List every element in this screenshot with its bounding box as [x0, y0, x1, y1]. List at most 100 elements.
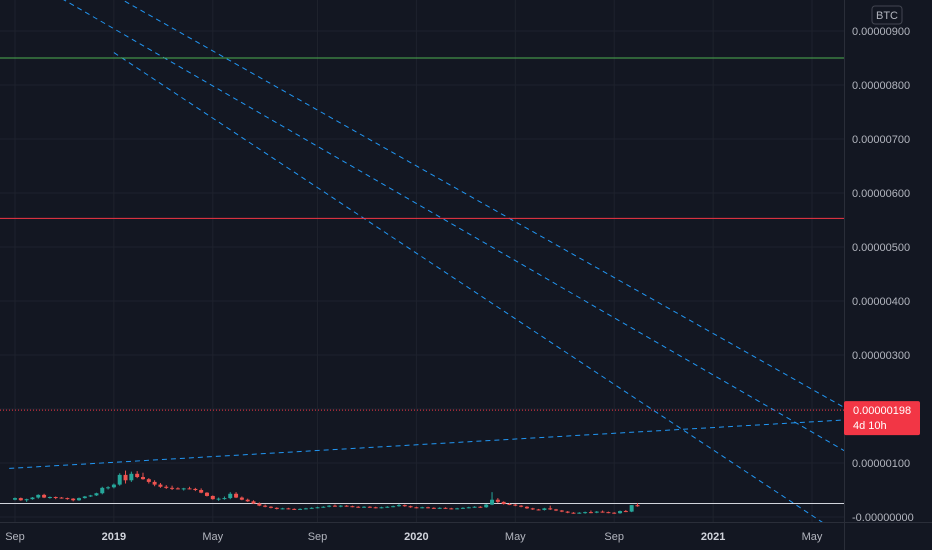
candle-body [356, 506, 361, 508]
candle-body [431, 507, 436, 509]
candle-body [623, 511, 628, 513]
candle-body [303, 508, 308, 510]
candle-body [449, 508, 454, 510]
y-tick-label: 0.00000500 [852, 242, 910, 254]
horizontal-levels [0, 57, 844, 504]
candle-body [490, 499, 495, 505]
trendlines [9, 0, 844, 522]
candle-body [391, 506, 396, 508]
trendline [113, 52, 823, 522]
candle-body [135, 473, 140, 478]
candle-body [367, 506, 372, 508]
x-tick-label: Sep [604, 531, 624, 543]
candle-body [193, 488, 198, 490]
candle-body [309, 507, 314, 509]
candle-body [524, 506, 529, 509]
candle-body [443, 507, 448, 509]
y-tick-label: 0.00000300 [852, 350, 910, 362]
candle-body [18, 498, 23, 501]
candle-body [111, 484, 116, 488]
candle-body [362, 506, 367, 508]
x-tick-label: May [202, 531, 223, 543]
candle-body [239, 497, 244, 500]
y-tick-label: 0.00000800 [852, 80, 910, 92]
unit-label: BTC [876, 10, 898, 22]
y-tick-label: 0.00000400 [852, 296, 910, 308]
candle-body [30, 497, 35, 500]
candle-body [216, 498, 221, 500]
candle-body [315, 507, 320, 509]
candle-body [152, 481, 157, 485]
candle-body [100, 487, 105, 494]
candle-body [251, 501, 256, 504]
candle-body [373, 507, 378, 509]
candle-body [140, 477, 145, 480]
candle-body [548, 508, 553, 510]
candle-body [65, 498, 70, 500]
candle-body [146, 479, 151, 482]
candle-body [117, 474, 122, 485]
current-price-label: 0.00000198 [853, 405, 911, 417]
candle-body [71, 498, 76, 501]
price-badge: 0.00000198 4d 10h [844, 401, 920, 436]
trendline [9, 419, 844, 469]
candle-body [565, 511, 570, 513]
candle-body [263, 505, 268, 507]
candle-body [129, 473, 134, 481]
x-axis: Sep 2019 May Sep 2020 May Sep 2021 May [0, 522, 932, 543]
candle-body [396, 505, 401, 507]
grid [0, 0, 844, 522]
candle-body [298, 508, 303, 510]
trendline [121, 0, 844, 408]
x-tick-label: Sep [5, 531, 25, 543]
candle-body [76, 498, 81, 501]
x-tick-label: 2019 [102, 531, 126, 543]
candle-body [542, 508, 547, 510]
trendline [63, 0, 844, 452]
candle-body [292, 508, 297, 510]
candle-body [181, 488, 186, 490]
candle-body [519, 505, 524, 507]
candle-body [36, 494, 41, 498]
candle-body [420, 507, 425, 509]
candle-body [187, 488, 192, 490]
x-tick-label: Sep [308, 531, 328, 543]
y-tick-label: 0.00000900 [852, 26, 910, 38]
candle-body [199, 490, 204, 493]
x-tick-label: 2020 [404, 531, 428, 543]
candle-body [350, 506, 355, 508]
x-tick-label: May [802, 531, 823, 543]
candles [13, 470, 640, 514]
candle-body [635, 505, 640, 507]
price-badge-box [844, 401, 920, 436]
x-tick-label: May [505, 531, 526, 543]
y-axis: -0.000000000.000001000.000002000.0000030… [844, 0, 914, 550]
y-tick-label: 0.00000600 [852, 188, 910, 200]
candle-body [175, 488, 180, 490]
candle-body [332, 505, 337, 507]
candle-body [123, 474, 128, 481]
candle-body [612, 512, 617, 514]
candle-body [385, 506, 390, 508]
candle-body [408, 506, 413, 508]
candle-body [344, 505, 349, 507]
candle-body [379, 507, 384, 509]
candle-body [268, 506, 273, 508]
candle-body [402, 505, 407, 507]
candle-body [170, 487, 175, 489]
candle-body [554, 509, 559, 511]
y-tick-label: 0.00000100 [852, 458, 910, 470]
candle-body [594, 511, 599, 513]
candle-body [530, 508, 535, 510]
candle-body [495, 499, 500, 502]
candle-body [106, 487, 111, 489]
candle-body [606, 512, 611, 514]
candle-body [426, 507, 431, 509]
candle-body [414, 507, 419, 509]
candle-body [13, 498, 17, 500]
candle-body [536, 509, 541, 511]
candle-body [327, 505, 332, 507]
candle-body [460, 507, 465, 509]
candle-body [437, 507, 442, 509]
